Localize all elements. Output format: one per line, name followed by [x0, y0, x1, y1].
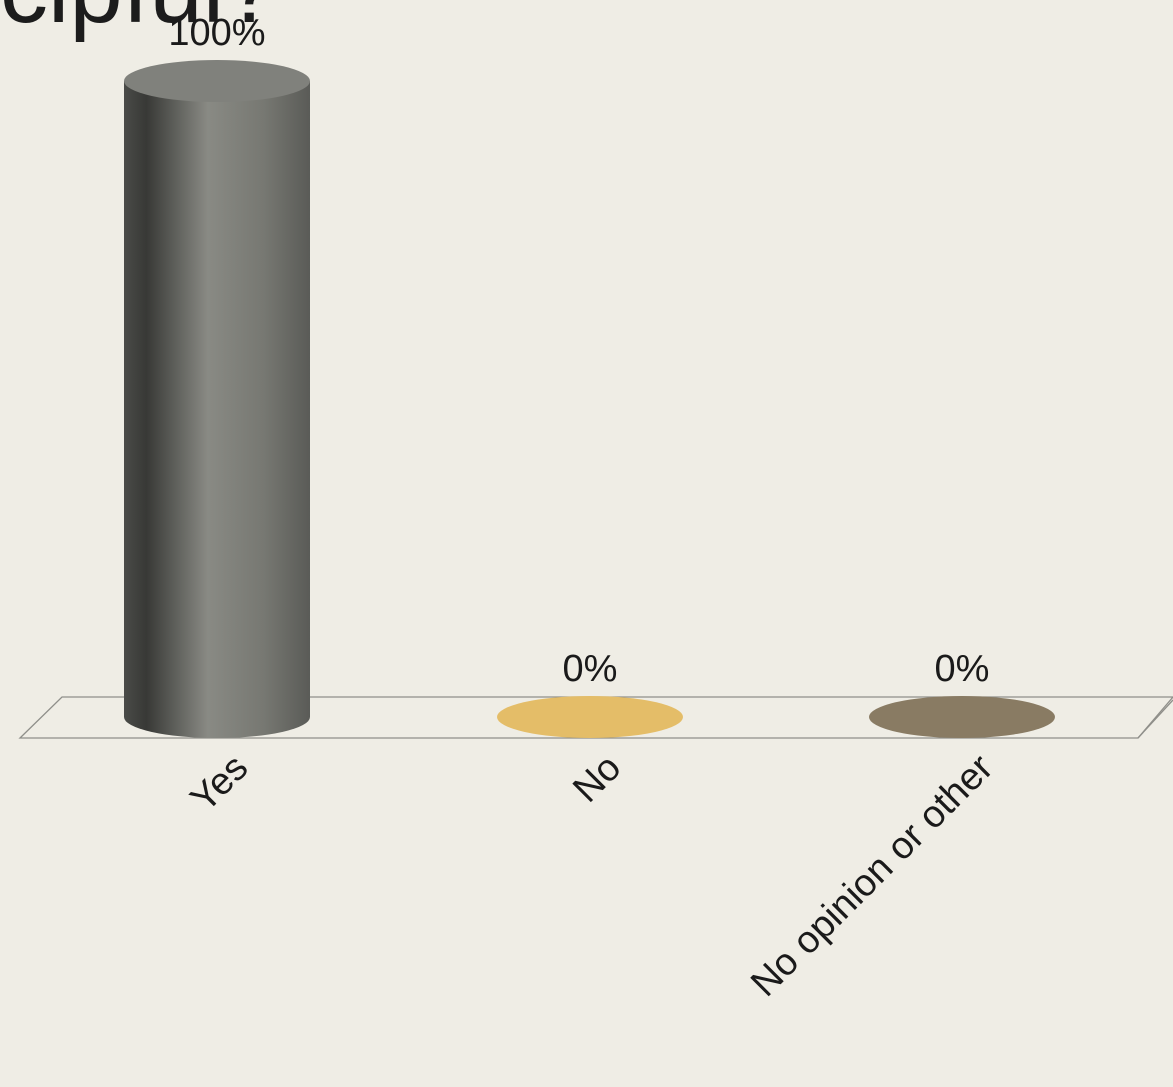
value-label-no-opinion-or-other: 0% [935, 648, 990, 690]
category-label-no: No [565, 747, 629, 811]
bar-body-yes [124, 81, 310, 717]
slide-title-fragment: cipful? [0, 0, 278, 38]
category-label-no-opinion-or-other: No opinion or other [743, 746, 1001, 1004]
bar-no-opinion-or-other [869, 696, 1055, 738]
value-label-yes: 100% [168, 12, 265, 54]
chart-floor-edge [1137, 699, 1173, 739]
bar-top-yes [124, 60, 310, 102]
value-label-no: 0% [563, 648, 618, 690]
value-labels-group: 100% 0% 0% [168, 12, 989, 690]
bar-base-yes [124, 696, 310, 738]
bar-yes [124, 60, 310, 738]
bars-group [124, 60, 1055, 738]
category-labels-group: Yes No No opinion or other [183, 746, 1002, 1004]
category-label-yes: Yes [183, 747, 257, 821]
bar-no [497, 696, 683, 738]
